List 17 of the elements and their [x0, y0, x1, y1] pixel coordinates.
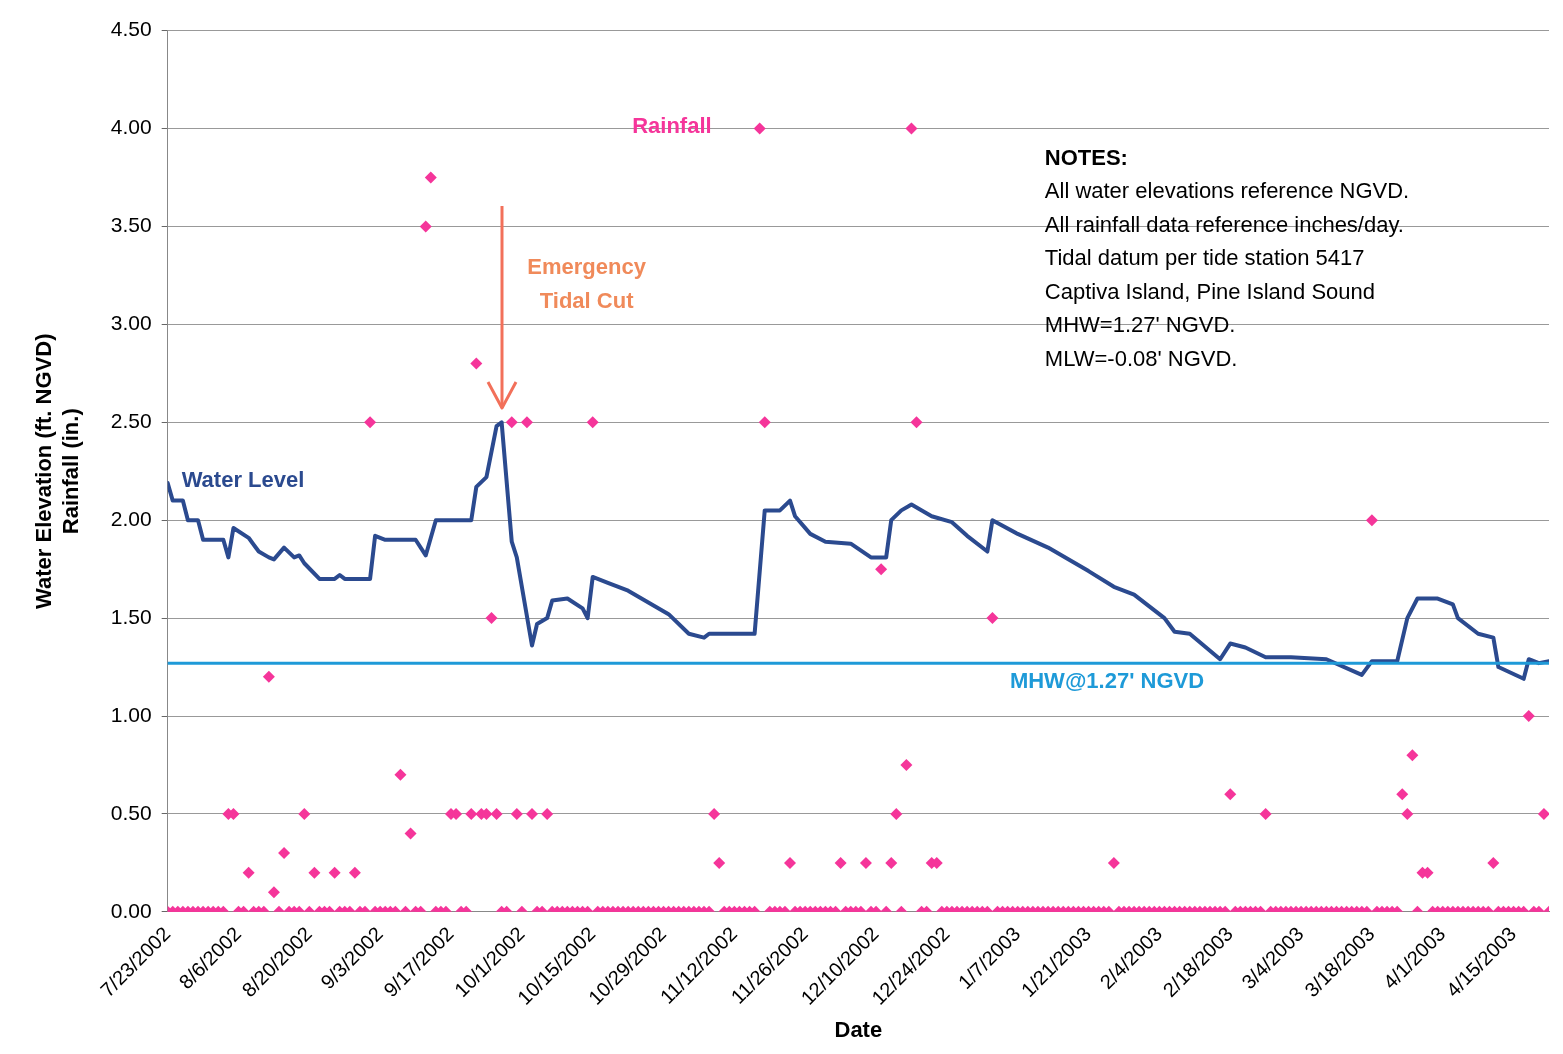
- series-label: Rainfall: [632, 112, 712, 138]
- annotation: NOTES: All water elevations reference NGVD. All rainfall data reference inches/day. Tidal datum per tide station 5417 Captiva Island, Pine Island Sound MHW=1.27' NGVD. MLW=-0.08' NGVD.: [1044, 144, 1410, 371]
- y-axis-title: Water Elevation (ft. NGVD) Rainfall (in.): [31, 333, 83, 609]
- series-label: Water Level: [181, 467, 305, 493]
- y-tick-label: 3.50: [110, 213, 152, 237]
- y-tick-label: 4.00: [110, 115, 152, 139]
- y-tick-label: 3.00: [110, 311, 152, 335]
- y-tick-label: 0.50: [110, 800, 152, 824]
- y-tick-label: 2.50: [110, 409, 152, 433]
- ref-line-label: MHW@1.27' NGVD: [1009, 668, 1205, 694]
- y-tick-label: 0.00: [110, 898, 152, 922]
- annotation: Emergency Tidal Cut: [527, 254, 647, 314]
- x-axis-title: Date: [834, 1016, 883, 1042]
- y-tick-label: 1.00: [110, 702, 152, 726]
- y-tick-label: 2.00: [110, 506, 152, 530]
- y-tick-label: 1.50: [110, 604, 152, 628]
- y-tick-label: 4.50: [110, 17, 152, 41]
